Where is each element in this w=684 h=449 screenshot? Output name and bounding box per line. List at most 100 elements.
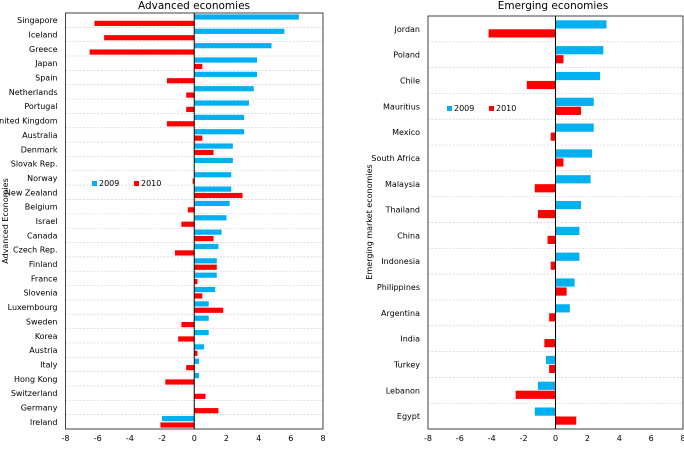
x-tick-label: 2 <box>585 434 590 443</box>
legend-label-2009: 2009 <box>99 179 119 188</box>
bar-2010-china <box>547 235 556 245</box>
bar-2009-denmark <box>194 143 233 149</box>
category-label: Italy <box>40 360 58 369</box>
category-label: Portugal <box>24 102 57 111</box>
bar-2010-switzerland <box>194 393 206 399</box>
category-label: Ireland <box>30 418 58 427</box>
bar-2009-israel <box>194 215 227 221</box>
bar-2010-austria <box>194 350 198 356</box>
category-label: Korea <box>35 332 58 341</box>
bar-2010-poland <box>555 55 564 64</box>
category-label: France <box>31 274 58 283</box>
category-label: Slovak Rep. <box>11 160 58 169</box>
bar-2010-new-zealand <box>194 192 243 199</box>
bar-2010-hong-kong <box>165 379 195 385</box>
bar-2009-canada <box>194 229 222 235</box>
x-tick-label: -2 <box>158 434 166 443</box>
category-label: Iceland <box>29 31 58 40</box>
bar-2009-slovenia <box>194 286 216 293</box>
bar-2010-ireland <box>160 422 195 428</box>
bar-2009-belgium <box>194 200 230 207</box>
bar-2010-greece <box>89 49 195 55</box>
legend-swatch-2010 <box>134 181 139 186</box>
legend-swatch-2009 <box>447 106 452 111</box>
category-label: Finland <box>29 260 58 269</box>
category-label: Malaysia <box>385 180 420 189</box>
category-label: China <box>397 231 420 240</box>
bar-2010-luxembourg <box>194 307 224 313</box>
bar-2010-finland <box>194 264 217 270</box>
bar-2010-canada <box>194 235 214 242</box>
x-tick-label: 6 <box>649 434 654 443</box>
bar-2010-mexico <box>550 132 556 141</box>
category-label: South Africa <box>371 154 420 163</box>
category-label: Turkey <box>393 360 420 369</box>
bar-2010-germany <box>194 408 219 414</box>
bar-2009-indonesia <box>555 252 580 261</box>
bar-2010-belgium <box>187 207 195 213</box>
bar-2009-new-zealand <box>194 186 232 192</box>
category-label: Luxembourg <box>8 303 58 312</box>
bar-2009-austria <box>194 344 204 350</box>
bar-2010-egypt <box>555 416 577 425</box>
bar-2010-argentina <box>549 313 556 322</box>
x-tick-label: -2 <box>520 434 528 443</box>
category-label: Mexico <box>392 128 420 137</box>
bar-2010-denmark <box>194 149 214 156</box>
bar-2009-malaysia <box>555 175 591 184</box>
bar-2009-singapore <box>194 14 299 20</box>
bar-2009-lebanon <box>537 381 556 390</box>
bar-2010-jordan <box>488 29 556 38</box>
bar-2009-south-africa <box>555 149 593 158</box>
bar-2009-hong-kong <box>194 372 200 379</box>
x-tick-label: -6 <box>94 434 102 443</box>
bar-2009-greece <box>194 43 272 49</box>
bar-2009-ireland <box>162 416 195 422</box>
category-label: Argentina <box>381 309 420 318</box>
x-tick-label: 0 <box>192 434 197 443</box>
category-label: Jordan <box>394 25 420 34</box>
bar-2009-turkey <box>545 355 556 365</box>
bar-2009-jordan <box>555 20 607 29</box>
category-label: India <box>400 335 420 344</box>
bar-2010-mauritius <box>555 106 581 115</box>
legend-label-2010: 2010 <box>496 104 516 113</box>
bar-2009-australia <box>194 129 245 135</box>
chart-title: Emerging economies <box>498 0 609 12</box>
bar-2010-australia <box>194 135 203 141</box>
legend-label-2010: 2010 <box>141 179 161 188</box>
legend-label-2009: 2009 <box>454 104 474 113</box>
bar-2010-malaysia <box>534 184 556 193</box>
bar-2009-finland <box>194 258 217 264</box>
advanced-economies-panel: Advanced economies Advanced Economies Si… <box>0 0 326 443</box>
chart-title: Advanced economies <box>138 0 250 12</box>
category-label: New Zealand <box>5 188 58 197</box>
category-label: Slovenia <box>23 289 57 298</box>
bar-2010-korea <box>178 336 195 342</box>
bar-2010-sweden <box>181 322 195 328</box>
y-axis-label: Advanced Economies <box>1 178 10 263</box>
category-label: Japan <box>34 59 57 68</box>
category-label: Mauritius <box>383 102 420 111</box>
x-tick-label: 0 <box>553 434 558 443</box>
category-label: Spain <box>35 74 57 83</box>
bar-2009-china <box>555 226 580 236</box>
x-tick-label: 8 <box>320 434 325 443</box>
category-label: Netherlands <box>9 88 58 97</box>
category-label: Austria <box>29 346 57 355</box>
legend-swatch-2009 <box>92 181 97 186</box>
bar-2009-luxembourg <box>194 301 209 307</box>
bar-2009-mauritius <box>555 97 594 106</box>
legend-swatch-2010 <box>489 106 494 111</box>
bar-2010-india <box>544 339 556 348</box>
x-tick-label: -4 <box>126 434 134 443</box>
x-tick-label: 8 <box>680 434 684 443</box>
category-label: Singapore <box>17 16 57 25</box>
bar-2010-lebanon <box>515 390 556 399</box>
bar-2010-spain <box>166 78 195 84</box>
bar-2009-chile <box>555 71 601 81</box>
bar-2010-czech-rep- <box>174 250 195 256</box>
category-label: United Kingdom <box>0 117 58 126</box>
bar-2009-portugal <box>194 100 249 106</box>
bar-2009-czech-rep- <box>194 243 219 250</box>
